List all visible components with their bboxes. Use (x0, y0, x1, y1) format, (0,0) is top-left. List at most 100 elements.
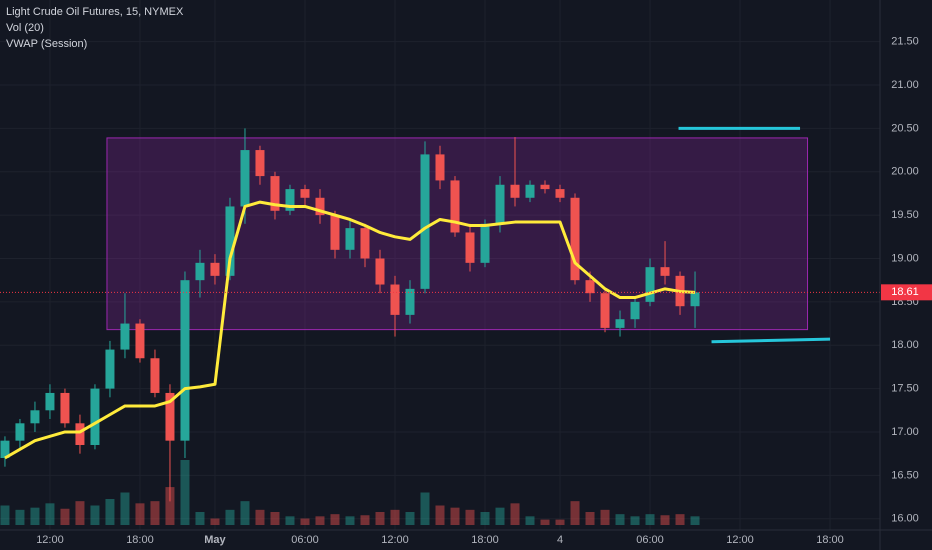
legend-indicator: Vol (20) (6, 22, 44, 34)
y-tick-label: 20.00 (891, 166, 919, 178)
volume-bar (240, 501, 250, 525)
candle-body (450, 180, 460, 233)
volume-bar (105, 499, 115, 525)
volume-bar (165, 487, 175, 525)
candle-body (165, 392, 175, 441)
candle-body (510, 184, 520, 198)
range-box (106, 137, 809, 331)
volume-bar (285, 516, 295, 525)
x-tick-label: 18:00 (126, 534, 154, 546)
volume-bar (525, 516, 535, 525)
x-tick-label: 06:00 (636, 534, 664, 546)
volume-bar (75, 501, 85, 525)
candle-body (300, 189, 310, 198)
volume-bar (0, 505, 10, 525)
candle-body (0, 440, 10, 459)
volume-bar (60, 508, 70, 525)
volume-bar (465, 509, 475, 525)
volume-bar (510, 503, 520, 525)
candle-body (585, 280, 595, 294)
volume-bar (435, 505, 445, 525)
last-price-box (881, 284, 932, 301)
candle-body (570, 197, 580, 281)
candle-body (405, 288, 415, 315)
x-tick-label: May (204, 534, 226, 546)
volume-bar (630, 516, 640, 525)
candle-body (30, 410, 40, 424)
candle-body (45, 392, 55, 411)
volume-bar (390, 509, 400, 525)
candle-body (375, 258, 385, 285)
candle-body (135, 323, 145, 359)
y-tick-label: 20.50 (891, 122, 919, 134)
candle-body (540, 184, 550, 190)
candle-body (390, 284, 400, 315)
volume-bar (660, 515, 670, 525)
volume-bar (255, 509, 265, 525)
candle-body (75, 423, 85, 445)
candle-body (435, 154, 445, 181)
candle-body (195, 262, 205, 281)
candle-body (480, 223, 490, 263)
trend-line (711, 337, 831, 344)
candle-body (210, 262, 220, 276)
candle-body (90, 388, 100, 445)
volume-bar (330, 514, 340, 525)
volume-bar (195, 512, 205, 525)
volume-bar (690, 516, 700, 525)
volume-bar (555, 519, 565, 525)
volume-bar (315, 516, 325, 525)
volume-bar (375, 512, 385, 525)
x-tick-label: 12:00 (381, 534, 409, 546)
candle-body (180, 280, 190, 441)
candle-body (270, 176, 280, 211)
volume-bar (345, 516, 355, 525)
volume-bar (570, 501, 580, 525)
x-tick-label: 06:00 (291, 534, 319, 546)
y-tick-label: 19.50 (891, 209, 919, 221)
last-price-label: 18.61 (891, 286, 919, 298)
volume-bar (15, 509, 25, 525)
candle-body (240, 150, 250, 207)
volume-bar (405, 512, 415, 525)
candle-body (465, 232, 475, 263)
candle-body (690, 292, 700, 307)
y-tick-label: 21.00 (891, 79, 919, 91)
candle-body (315, 197, 325, 216)
volume-bar (615, 514, 625, 525)
volume-bar (420, 492, 430, 525)
candle-body (150, 358, 160, 393)
legend-title: Light Crude Oil Futures, 15, NYMEX (6, 6, 184, 18)
volume-bar (360, 515, 370, 525)
candle-body (420, 154, 430, 289)
candle-body (660, 267, 670, 276)
volume-bar (540, 519, 550, 525)
candle-body (645, 267, 655, 302)
candle-body (105, 349, 115, 389)
candle-body (225, 206, 235, 276)
volume-bar (270, 512, 280, 525)
candle-body (285, 189, 295, 211)
candle-body (120, 323, 130, 350)
volume (0, 460, 700, 525)
candle-body (495, 184, 505, 224)
volume-bar (135, 503, 145, 525)
volume-bar (480, 512, 490, 525)
x-tick-label: 18:00 (471, 534, 499, 546)
candle-body (525, 184, 535, 198)
volume-bar (120, 492, 130, 525)
candle-body (60, 392, 70, 424)
volume-bar (495, 507, 505, 525)
volume-bar (645, 514, 655, 525)
candle-body (615, 319, 625, 328)
volume-bar (300, 518, 310, 525)
candle-body (630, 301, 640, 320)
volume-bar (45, 503, 55, 525)
candle-body (330, 215, 340, 250)
volume-bar (150, 501, 160, 525)
volume-bar (30, 507, 40, 525)
volume-bar (180, 460, 190, 525)
y-tick-label: 17.50 (891, 383, 919, 395)
y-tick-label: 16.00 (891, 513, 919, 525)
